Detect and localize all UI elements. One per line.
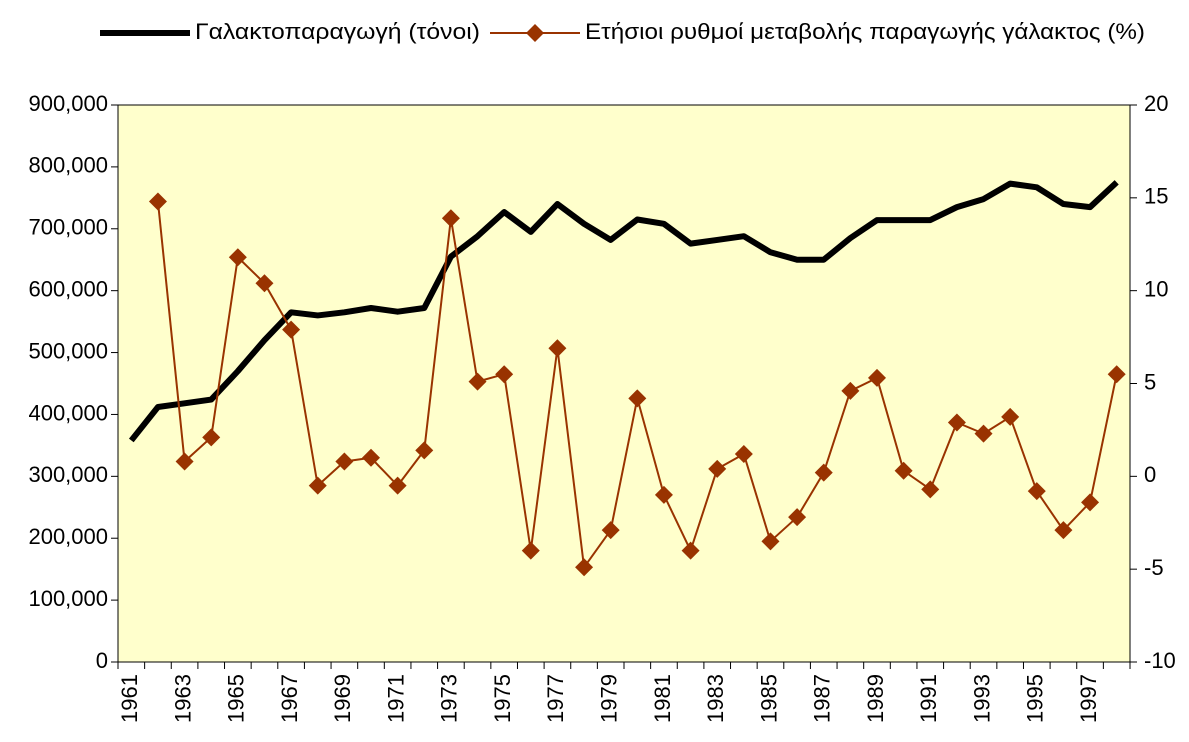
- marker: [628, 389, 647, 408]
- marker: [441, 209, 460, 228]
- marker: [1054, 521, 1073, 540]
- marker: [415, 441, 434, 460]
- y-tick-label: 800,000: [28, 153, 108, 178]
- x-tick-label: 1969: [330, 674, 355, 723]
- marker: [974, 424, 993, 443]
- marker: [255, 274, 274, 293]
- marker: [734, 445, 753, 464]
- marker: [654, 485, 673, 504]
- x-tick-label: 1965: [224, 674, 249, 723]
- x-tick-label: 1967: [277, 674, 302, 723]
- marker: [335, 452, 354, 471]
- y-tick-label: 400,000: [28, 400, 108, 425]
- x-tick-label: 1989: [863, 674, 888, 723]
- marker: [894, 461, 913, 480]
- marker: [1001, 407, 1020, 426]
- y-tick-label: 100,000: [28, 586, 108, 611]
- x-tick-label: 1995: [1023, 674, 1048, 723]
- marker: [1107, 365, 1126, 384]
- x-tick-label: 1991: [916, 674, 941, 723]
- marker: [468, 372, 487, 391]
- y2-tick-label: 10: [1144, 276, 1168, 301]
- x-tick-label: 1997: [1076, 674, 1101, 723]
- y2-tick-label: -5: [1144, 555, 1164, 580]
- marker: [282, 320, 301, 339]
- y-tick-label: 600,000: [28, 276, 108, 301]
- y2-tick-label: 5: [1144, 369, 1156, 394]
- marker: [1027, 482, 1046, 501]
- marker: [388, 476, 407, 495]
- y2-tick-label: 15: [1144, 184, 1168, 209]
- marker: [814, 463, 833, 482]
- marker: [175, 452, 194, 471]
- legend-marker: [526, 24, 544, 42]
- marker: [761, 532, 780, 551]
- y-tick-label: 300,000: [28, 462, 108, 487]
- x-tick-label: 1981: [650, 674, 675, 723]
- marker: [148, 192, 167, 211]
- marker: [708, 459, 727, 478]
- x-tick-label: 1971: [383, 674, 408, 723]
- marker: [601, 521, 620, 540]
- x-tick-label: 1979: [596, 674, 621, 723]
- x-tick-label: 1993: [969, 674, 994, 723]
- y2-tick-label: 20: [1144, 91, 1168, 116]
- y-tick-label: 700,000: [28, 215, 108, 240]
- x-tick-label: 1977: [543, 674, 568, 723]
- marker: [548, 339, 567, 358]
- marker: [1081, 493, 1100, 512]
- series-line: [128, 180, 1119, 443]
- marker: [868, 368, 886, 387]
- x-tick-label: 1983: [703, 674, 728, 723]
- marker: [681, 541, 700, 560]
- marker: [228, 248, 247, 267]
- x-tick-label: 1963: [170, 674, 195, 723]
- x-tick-label: 1973: [437, 674, 462, 723]
- plot-area: [117, 104, 1131, 663]
- marker: [202, 428, 221, 447]
- y-tick-label: 200,000: [28, 524, 108, 549]
- x-tick-label: 1987: [810, 674, 835, 723]
- y-tick-label: 500,000: [28, 338, 108, 363]
- legend-label: Γαλακτοπαραγωγή (τόνοι): [195, 19, 480, 44]
- marker: [921, 480, 940, 499]
- x-tick-label: 1985: [756, 674, 781, 723]
- legend-label: Ετήσιοι ρυθμοί μεταβολής παραγωγής γάλακ…: [585, 19, 1145, 44]
- x-tick-label: 1975: [490, 674, 515, 723]
- y-tick-label: 0: [96, 648, 108, 673]
- marker: [575, 558, 594, 577]
- marker: [841, 381, 860, 400]
- y-tick-label: 900,000: [28, 91, 108, 116]
- y2-tick-label: -10: [1144, 648, 1176, 673]
- marker: [495, 365, 514, 384]
- x-tick-label: 1961: [117, 674, 142, 723]
- marker: [521, 541, 540, 560]
- y2-tick-label: 0: [1144, 462, 1156, 487]
- marker: [947, 413, 966, 432]
- marker: [788, 508, 807, 527]
- marker: [308, 476, 327, 495]
- marker: [362, 448, 380, 467]
